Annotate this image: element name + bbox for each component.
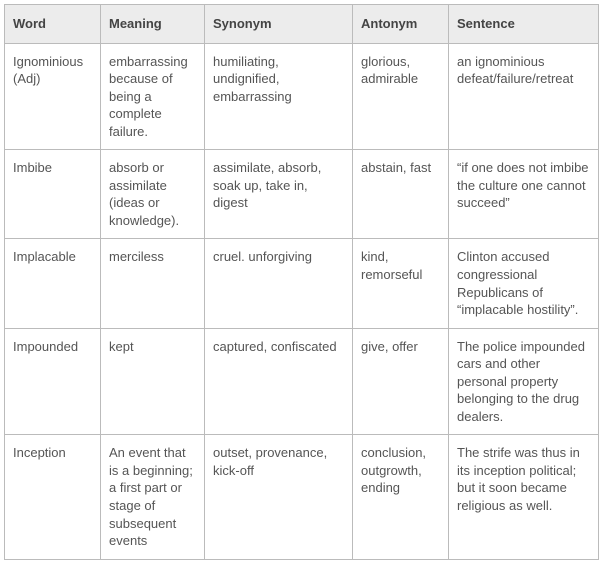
vocab-table: Word Meaning Synonym Antonym Sentence Ig…	[4, 4, 599, 560]
col-header-sentence: Sentence	[449, 5, 599, 44]
cell-antonym: kind, remorseful	[353, 239, 449, 328]
table-row: Inception An event that is a beginning; …	[5, 435, 599, 559]
col-header-synonym: Synonym	[205, 5, 353, 44]
cell-word: Ignominious (Adj)	[5, 43, 101, 150]
cell-synonym: captured, confiscated	[205, 328, 353, 435]
cell-synonym: assimilate, absorb, soak up, take in, di…	[205, 150, 353, 239]
cell-sentence: The strife was thus in its inception pol…	[449, 435, 599, 559]
table-row: Ignominious (Adj) embarrassing because o…	[5, 43, 599, 150]
cell-sentence: “if one does not imbibe the culture one …	[449, 150, 599, 239]
cell-word: Implacable	[5, 239, 101, 328]
cell-synonym: outset, provenance, kick-off	[205, 435, 353, 559]
cell-antonym: abstain, fast	[353, 150, 449, 239]
table-row: Impounded kept captured, confiscated giv…	[5, 328, 599, 435]
cell-meaning: embarrassing because of being a complete…	[101, 43, 205, 150]
col-header-antonym: Antonym	[353, 5, 449, 44]
cell-antonym: give, offer	[353, 328, 449, 435]
table-body: Ignominious (Adj) embarrassing because o…	[5, 43, 599, 559]
col-header-word: Word	[5, 5, 101, 44]
cell-synonym: humiliating, undignified, embarrassing	[205, 43, 353, 150]
cell-antonym: glorious, admirable	[353, 43, 449, 150]
cell-word: Imbibe	[5, 150, 101, 239]
table-row: Implacable merciless cruel. unforgiving …	[5, 239, 599, 328]
cell-sentence: The police impounded cars and other pers…	[449, 328, 599, 435]
cell-word: Inception	[5, 435, 101, 559]
cell-sentence: Clinton accused congressional Republican…	[449, 239, 599, 328]
table-row: Imbibe absorb or assimilate (ideas or kn…	[5, 150, 599, 239]
col-header-meaning: Meaning	[101, 5, 205, 44]
cell-word: Impounded	[5, 328, 101, 435]
cell-sentence: an ignominious defeat/failure/retreat	[449, 43, 599, 150]
cell-synonym: cruel. unforgiving	[205, 239, 353, 328]
header-row: Word Meaning Synonym Antonym Sentence	[5, 5, 599, 44]
cell-meaning: kept	[101, 328, 205, 435]
cell-antonym: conclusion, outgrowth, ending	[353, 435, 449, 559]
cell-meaning: absorb or assimilate (ideas or knowledge…	[101, 150, 205, 239]
cell-meaning: An event that is a beginning; a first pa…	[101, 435, 205, 559]
cell-meaning: merciless	[101, 239, 205, 328]
